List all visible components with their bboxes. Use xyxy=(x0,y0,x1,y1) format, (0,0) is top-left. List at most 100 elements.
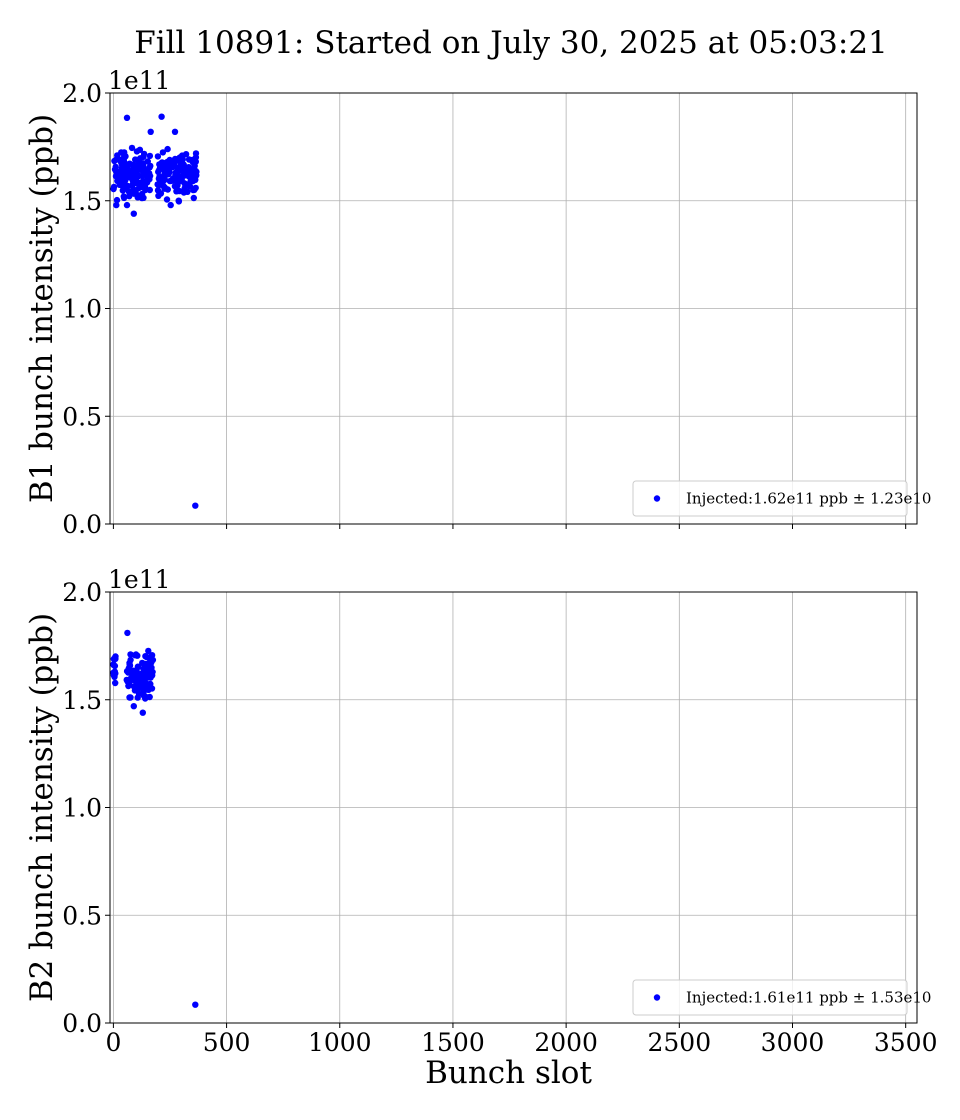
b2-intensity-panel: 0 500 1000 1500 2000 2500 3000 3500 0.0 0.5 1.0 1.5… xyxy=(24,565,937,1091)
legend-entry: Injected:1.62e11 ppb ± 1.23e10 xyxy=(686,490,931,508)
data-point xyxy=(146,170,153,177)
data-point xyxy=(158,159,166,166)
y-offset-label: 1e11 xyxy=(108,565,171,594)
x-tick-label: 1500 xyxy=(421,1028,485,1057)
data-point xyxy=(149,672,156,679)
data-point xyxy=(134,694,141,701)
data-point xyxy=(192,502,199,509)
x-tick-label: 2000 xyxy=(534,1028,598,1057)
x-tick-label: 3500 xyxy=(874,1028,938,1057)
y-tick-label: 0.0 xyxy=(62,1009,102,1038)
data-point xyxy=(127,656,134,664)
data-point xyxy=(128,182,136,189)
y-tick-label: 1.5 xyxy=(62,686,102,715)
data-point xyxy=(179,167,186,174)
legend-box xyxy=(632,480,908,517)
data-point xyxy=(145,647,152,655)
data-point xyxy=(190,171,198,179)
x-tick-label: 0 xyxy=(105,1028,121,1057)
y-tick-label: 2.0 xyxy=(62,79,102,108)
data-point xyxy=(127,651,134,658)
data-point xyxy=(111,673,118,680)
data-point xyxy=(158,113,165,120)
y-offset-label: 1e11 xyxy=(108,66,171,95)
data-point xyxy=(159,149,167,156)
data-point xyxy=(122,168,129,176)
data-point xyxy=(169,177,176,184)
data-point xyxy=(146,152,154,160)
data-point xyxy=(192,154,200,161)
data-point xyxy=(112,679,119,687)
data-point xyxy=(124,629,131,637)
data-point xyxy=(164,186,171,193)
data-point xyxy=(133,148,141,155)
data-point xyxy=(120,193,128,200)
data-point xyxy=(147,128,154,135)
data-point xyxy=(110,185,117,193)
data-point xyxy=(130,675,137,682)
x-tick-label: 500 xyxy=(203,1028,251,1057)
data-point xyxy=(154,153,162,160)
x-tick-label: 2500 xyxy=(648,1028,712,1057)
data-point xyxy=(164,145,171,153)
data-point xyxy=(113,201,120,209)
legend-marker xyxy=(653,994,661,1001)
data-point xyxy=(128,144,136,152)
data-point xyxy=(133,670,140,677)
data-point xyxy=(118,182,125,189)
legend: Injected:1.61e11 ppb ± 1.53e10 xyxy=(632,979,931,1016)
data-point xyxy=(140,153,147,160)
data-point xyxy=(116,169,124,176)
data-point xyxy=(192,184,199,192)
y-tick-label: 0.0 xyxy=(62,510,102,539)
data-point xyxy=(190,194,197,202)
data-point xyxy=(127,694,134,701)
data-point xyxy=(178,176,185,183)
data-point xyxy=(138,191,146,198)
data-point xyxy=(163,196,171,203)
y-tick-label: 1.0 xyxy=(62,794,102,823)
data-point xyxy=(146,186,153,194)
data-point xyxy=(171,155,179,163)
data-point xyxy=(132,156,139,163)
data-point xyxy=(137,162,145,169)
y-tick-label: 0.5 xyxy=(62,901,102,930)
y-axis-label: B2 bunch intensity (ppb) xyxy=(24,613,60,1002)
data-point xyxy=(141,666,149,673)
data-point xyxy=(167,201,174,209)
figure-title: Fill 10891: Started on July 30, 2025 at … xyxy=(134,25,888,61)
data-point xyxy=(192,1001,199,1008)
data-point xyxy=(129,162,137,169)
data-point xyxy=(126,193,133,200)
data-point xyxy=(126,662,134,669)
data-point xyxy=(155,182,162,189)
data-point xyxy=(140,676,147,683)
data-point xyxy=(175,198,183,205)
data-point xyxy=(142,660,149,668)
data-point xyxy=(139,709,146,716)
data-point xyxy=(123,676,130,684)
data-point xyxy=(123,201,131,209)
data-point xyxy=(120,151,128,158)
y-tick-label: 1.0 xyxy=(62,295,102,324)
y-axis-label: B1 bunch intensity (ppb) xyxy=(24,114,60,503)
data-point xyxy=(126,667,134,674)
data-point xyxy=(186,182,193,189)
legend-marker xyxy=(653,495,661,502)
data-point xyxy=(130,703,137,710)
y-tick-label: 1.5 xyxy=(62,187,102,216)
data-point xyxy=(161,167,168,174)
legend: Injected:1.62e11 ppb ± 1.23e10 xyxy=(632,480,931,517)
legend-box xyxy=(632,979,908,1016)
data-point xyxy=(190,159,197,167)
legend-entry: Injected:1.61e11 ppb ± 1.53e10 xyxy=(686,989,931,1007)
data-point xyxy=(148,685,156,692)
data-point xyxy=(191,176,198,184)
y-tick-label: 2.0 xyxy=(62,578,102,607)
x-tick-label: 1000 xyxy=(308,1028,372,1057)
data-point xyxy=(131,687,139,694)
data-point xyxy=(142,653,149,660)
data-point xyxy=(111,157,118,165)
data-point xyxy=(173,187,181,194)
